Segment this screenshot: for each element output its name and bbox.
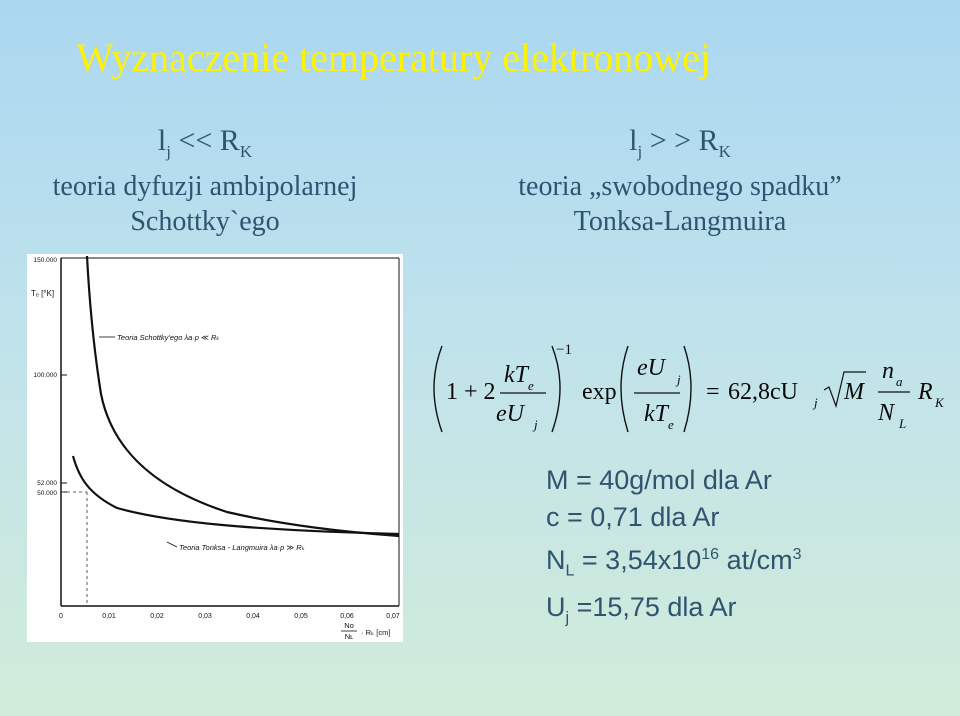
x-label-denominator: Nʟ (345, 632, 353, 641)
y-tick-label: 150.000 (34, 257, 58, 264)
nl-denominator: N (877, 400, 896, 426)
x-ticks: 0 0,01 0,02 0,03 0,04 0,05 0,06 0,07 (59, 613, 400, 620)
e-subscript: e (528, 378, 534, 393)
x-tick-label: 0,03 (198, 613, 212, 620)
coefficient: 62,8cU (728, 379, 798, 405)
x-label-numerator: No (344, 621, 354, 630)
na-numerator: n (882, 358, 894, 384)
j-subscript: j (675, 372, 681, 387)
a-subscript: a (896, 374, 903, 389)
label-tonks-langmuir: Teoria Tonksa - Langmuira λa·p ≫ Rₖ (179, 543, 305, 552)
condition-diffusion: lj << RK (157, 124, 253, 161)
kt-numerator: kT (504, 362, 530, 388)
x-tick-label: 0,05 (294, 613, 308, 620)
page-title: Wyznaczenie temperatury elektronowej (76, 35, 712, 80)
x-tick-label: 0,07 (386, 613, 400, 620)
theory-author-free-fall: Tonksa-Langmuira (573, 206, 787, 237)
kt-denominator: kT (644, 401, 670, 427)
theory-name-free-fall: teoria „swobodnego spadku” (518, 171, 842, 202)
paren-close (683, 345, 692, 433)
constant-loschmidt: NL = 3,54x1016 at/cm3 (546, 545, 802, 580)
x-tick-label: 0,02 (150, 613, 164, 620)
x-tick-label: 0,01 (102, 613, 116, 620)
label-leader-line (166, 541, 178, 548)
label-schottky: Teoria Schottky'ego λa·p ≪ Rₖ (117, 333, 220, 342)
curve-schottky (85, 255, 400, 538)
x-tick-label: 0 (59, 613, 63, 620)
paren-close (551, 345, 561, 433)
k-subscript: K (934, 395, 945, 410)
temperature-plot: 150.000 100.000 52.000 50.000 Tₑ [°K] 0 … (27, 254, 403, 642)
equals-sign: = (706, 379, 720, 405)
y-axis-label: Tₑ [°K] (31, 289, 54, 298)
case-diffusion: lj << RK teoria dyfuzji ambipolarnej Sch… (20, 123, 390, 239)
eu-denominator: eU (496, 401, 526, 427)
constant-ionization-potential: Uj =15,75 dla Ar (546, 592, 737, 627)
x-tick-label: 0,06 (340, 613, 354, 620)
one-plus-two: 1 + 2 (446, 379, 496, 405)
y-tick-label: 50.000 (37, 490, 57, 497)
e-subscript: e (668, 417, 674, 432)
constant-c: c = 0,71 dla Ar (546, 502, 720, 532)
j-subscript: j (532, 417, 538, 432)
paren-open (433, 345, 443, 433)
exponent-minus-one: −1 (556, 342, 572, 358)
molar-mass-symbol: M (843, 379, 866, 405)
eu-numerator: eU (637, 355, 667, 381)
radius-symbol: R (917, 379, 933, 405)
x-tick-label: 0,04 (246, 613, 260, 620)
y-tick-label: 100.000 (34, 372, 58, 379)
constant-molar-mass: M = 40g/mol dla Ar (546, 465, 772, 495)
case-free-fall: lj > > RK teoria „swobodnego spadku” Ton… (480, 123, 880, 239)
constants-list: M = 40g/mol dla Ar c = 0,71 dla Ar NL = … (546, 462, 801, 637)
sqrt-symbol (823, 371, 866, 409)
j-subscript: j (812, 395, 818, 410)
temperature-equation: 1 + 2 kT e eU j −1 exp eU j kT e = 62,8c… (422, 332, 958, 442)
condition-free-fall: lj > > RK (629, 124, 731, 161)
theory-name-diffusion: teoria dyfuzji ambipolarnej (52, 171, 358, 202)
curve-tonks-langmuir (71, 455, 400, 536)
l-subscript: L (898, 416, 906, 431)
x-label-unit: · Rₖ [cm] (361, 628, 390, 637)
y-tick-label: 52.000 (37, 480, 57, 487)
exp-function: exp (582, 379, 617, 405)
paren-open (620, 345, 629, 433)
theory-author-diffusion: Schottky`ego (130, 206, 280, 237)
